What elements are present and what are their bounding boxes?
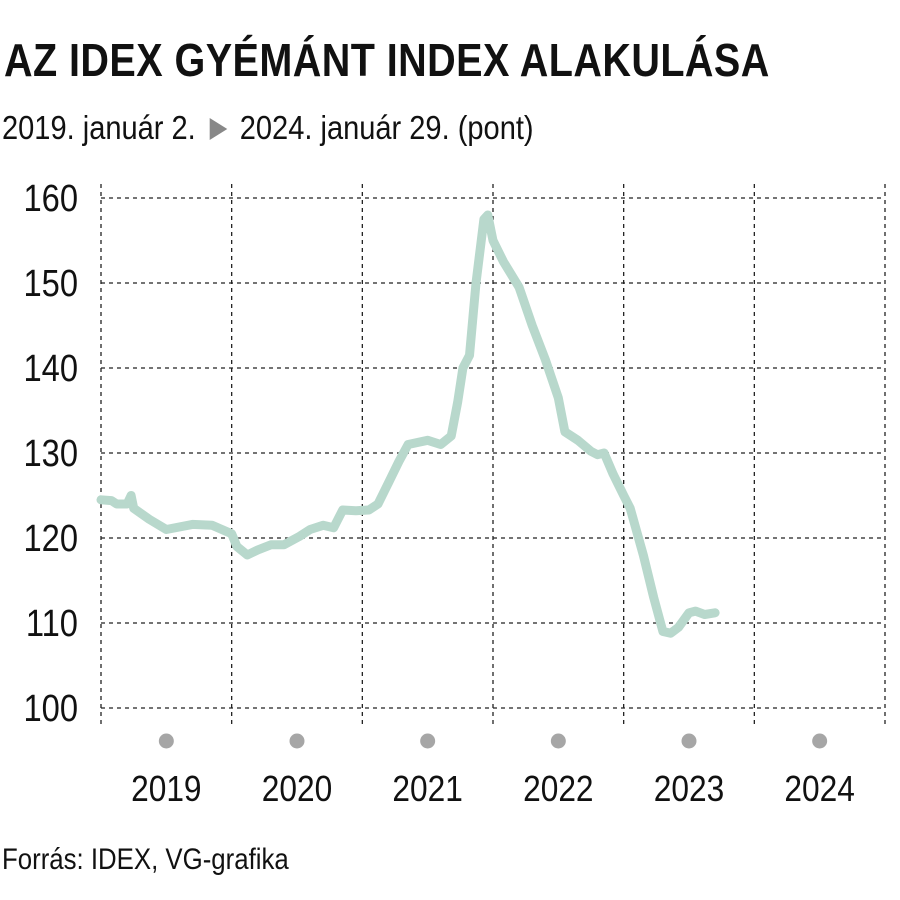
x-tick-label: 2019 — [131, 769, 201, 809]
source-note: Forrás: IDEX, VG-grafika — [2, 843, 289, 876]
year-markers — [158, 733, 828, 749]
x-tick-label: 2023 — [654, 769, 724, 809]
subtitle-end-date: 2024. január 29. (pont) — [239, 109, 534, 146]
year-marker-dot — [550, 733, 566, 749]
y-tick-label: 100 — [23, 687, 78, 730]
y-tick-label: 110 — [26, 602, 78, 645]
chart-title: AZ IDEX GYÉMÁNT INDEX ALAKULÁSA — [4, 34, 770, 86]
y-tick-label: 150 — [23, 262, 78, 305]
year-marker-dot — [681, 733, 697, 749]
x-tick-label: 2022 — [523, 769, 593, 809]
x-tick-label: 2020 — [262, 769, 332, 809]
y-tick-label: 160 — [23, 177, 78, 220]
x-axis-year-labels: 2019 2020 2021 2022 2023 2024 — [131, 769, 855, 809]
year-marker-dot — [420, 733, 436, 749]
y-tick-label: 130 — [23, 432, 78, 475]
y-tick-label: 140 — [23, 347, 78, 390]
series-line-0 — [96, 210, 720, 638]
subtitle-start-date: 2019. január 2. — [2, 109, 196, 146]
x-tick-label: 2024 — [784, 769, 854, 809]
chart-subtitle: 2019. január 2. 2024. január 29. (pont) — [2, 106, 534, 150]
year-marker-dot — [289, 733, 305, 749]
x-tick-label: 2021 — [392, 769, 462, 809]
play-arrow-icon — [209, 118, 228, 141]
year-marker-dot — [158, 733, 174, 749]
y-tick-label: 120 — [23, 517, 78, 560]
series-layer — [96, 210, 720, 638]
year-marker-dot — [812, 733, 828, 749]
y-axis-tick-labels: 100 110 120 130 140 150 160 — [23, 177, 78, 730]
grid-lines — [100, 184, 886, 726]
